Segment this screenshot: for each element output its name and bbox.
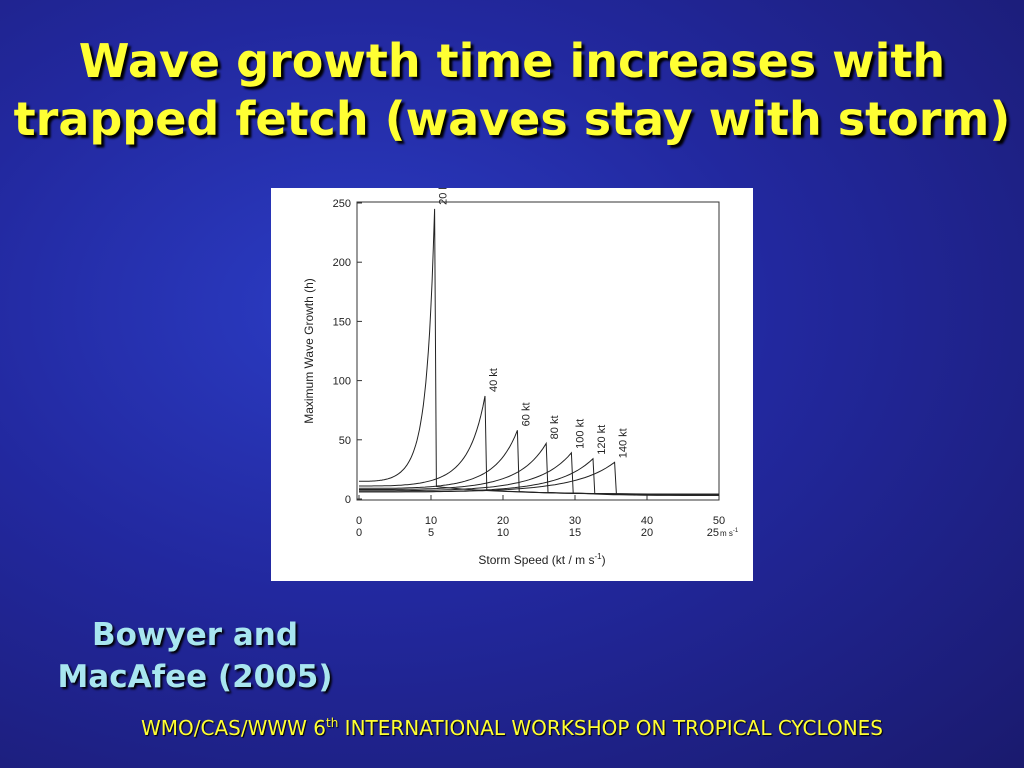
slide-title-line-1: Wave growth time increases with [78, 34, 946, 88]
x-tick-label-kt: 10 [425, 515, 437, 527]
x-axis-label-end: ) [602, 553, 606, 567]
y-tick-label: 0 [345, 494, 351, 506]
slide-title-line-2: trapped fetch (waves stay with storm) [13, 92, 1011, 146]
x-tick-label-kt: 30 [569, 515, 581, 527]
x-axis-label-main: Storm Speed (kt / m s [478, 553, 594, 567]
citation-line-2: MacAfee (2005) [57, 659, 333, 695]
series-label: 60 kt [520, 402, 532, 426]
series-line [359, 395, 720, 495]
citation: Bowyer and MacAfee (2005) [40, 614, 350, 698]
x-tick-label-kt: 0 [356, 515, 362, 527]
y-tick-label: 250 [333, 198, 351, 210]
series-line [359, 461, 719, 496]
slide-title: Wave growth time increases with trapped … [0, 32, 1024, 148]
x-tick-label-ms: 5 [428, 527, 434, 539]
x-axis-label: Storm Speed (kt / m s-1) [478, 552, 605, 567]
y-tick-label: 50 [339, 435, 351, 447]
series-line [359, 208, 720, 495]
series-label: 120 kt [596, 425, 608, 455]
y-axis-label: Maximum Wave Growth (h) [302, 278, 316, 424]
footer-text: WMO/CAS/WWW 6 [141, 716, 326, 740]
x-axis-label-sup: -1 [594, 552, 602, 561]
series-label: 40 kt [488, 368, 500, 392]
footer-superscript: th [326, 716, 339, 730]
x-tick-label-ms: 25 [707, 527, 719, 539]
x-tick-label-ms: 0 [356, 527, 362, 539]
x-unit-text: m s [720, 529, 733, 538]
y-tick-label: 150 [333, 316, 351, 328]
series-label: 20 kt [438, 188, 450, 205]
y-tick-label: 200 [333, 257, 351, 269]
x-tick-label-ms: 10 [497, 527, 509, 539]
footer: WMO/CAS/WWW 6th INTERNATIONAL WORKSHOP O… [0, 716, 1024, 740]
plot-frame [356, 201, 720, 501]
x-tick-label-kt: 50 [713, 515, 725, 527]
x-unit-sup: -1 [733, 528, 739, 534]
series-line [359, 430, 719, 495]
x-tick-label-kt: 20 [497, 515, 509, 527]
x-tick-label-kt: 40 [641, 515, 653, 527]
series-label: 80 kt [549, 415, 561, 439]
series-line [359, 457, 719, 496]
x-tick-label-ms: 20 [641, 527, 653, 539]
series-label: 140 kt [618, 428, 630, 458]
citation-line-1: Bowyer and [91, 617, 299, 653]
footer-text-end: INTERNATIONAL WORKSHOP ON TROPICAL CYCLO… [338, 716, 883, 740]
series-label: 100 kt [574, 419, 586, 449]
x-unit-label: m s-1 [720, 528, 739, 538]
y-tick-label: 100 [333, 376, 351, 388]
wave-growth-chart: 0 50 100 150 200 250 0 0 10 5 20 10 30 15 40 20 50 25 m s… [271, 188, 753, 581]
x-tick-label-ms: 15 [569, 527, 581, 539]
